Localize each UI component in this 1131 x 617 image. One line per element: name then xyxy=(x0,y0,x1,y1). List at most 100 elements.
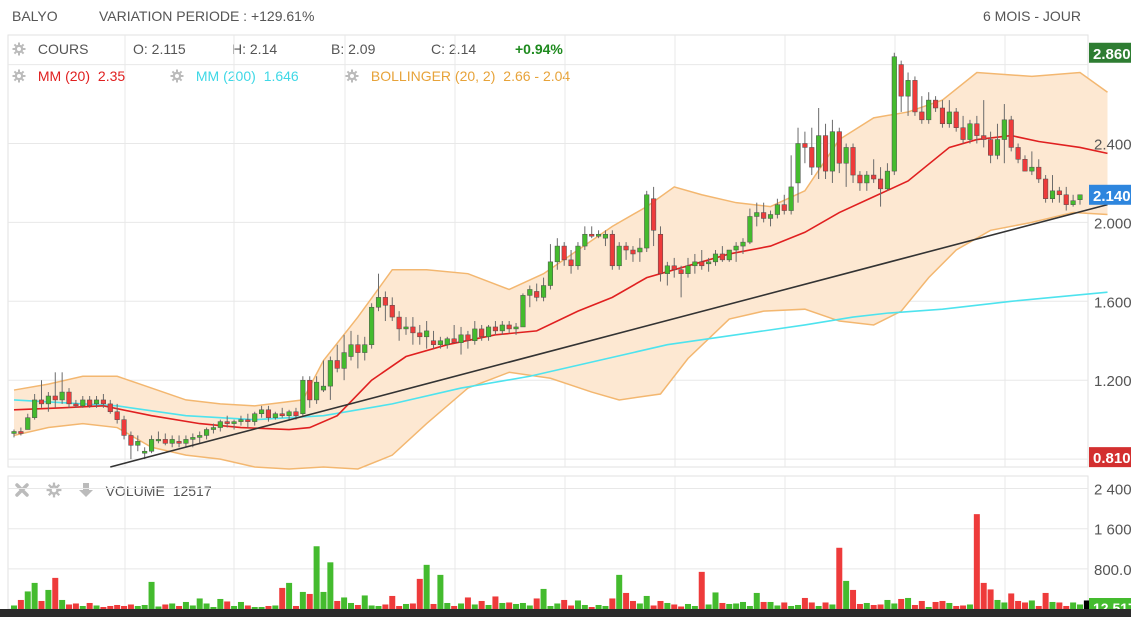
volume-panel[interactable] xyxy=(11,514,1111,609)
volume-bar xyxy=(1015,600,1022,609)
candle-body xyxy=(582,233,588,247)
candle-body xyxy=(740,241,746,247)
volume-bar xyxy=(354,604,361,609)
candle-body xyxy=(190,437,196,440)
volume-bar xyxy=(801,597,808,609)
volume-bar xyxy=(513,603,520,609)
candle-body xyxy=(25,417,31,430)
candle-body xyxy=(747,216,753,243)
volume-bar xyxy=(203,603,210,609)
candle-body xyxy=(637,247,643,253)
volume-bar xyxy=(1042,592,1049,609)
price-panel[interactable] xyxy=(11,52,1108,470)
volume-bar xyxy=(176,605,183,609)
volume-bar xyxy=(189,605,196,609)
volume-bar xyxy=(478,600,485,609)
mm200-value: 1.646 xyxy=(263,68,299,84)
close-panel-icon[interactable] xyxy=(14,482,29,497)
volume-bar xyxy=(925,606,932,609)
volume-bar xyxy=(808,602,815,609)
candle-body xyxy=(692,261,698,267)
candle-body xyxy=(623,245,629,251)
candle-body xyxy=(1049,190,1056,199)
price-tag-label: 0.810 xyxy=(1093,450,1131,467)
volume-bar xyxy=(829,604,836,609)
volume-bar xyxy=(52,577,59,609)
volume-bar xyxy=(368,605,375,609)
bollinger-lower-line xyxy=(13,211,1108,470)
candle-body xyxy=(430,340,437,345)
volume-bar xyxy=(389,595,396,609)
volume-tick-label: 2 400 xyxy=(1094,482,1131,499)
candle-body xyxy=(265,409,272,418)
volume-bar xyxy=(911,604,918,609)
mm200-line xyxy=(13,291,1108,421)
volume-bar xyxy=(574,600,581,609)
candle-body xyxy=(575,245,581,267)
candle-body xyxy=(926,99,932,121)
cours-settings-gear-icon[interactable] xyxy=(12,42,26,56)
candle-body xyxy=(272,413,278,418)
candle-body xyxy=(781,204,787,211)
volume-bar xyxy=(1001,602,1008,609)
bollinger-settings-gear-icon[interactable] xyxy=(345,69,359,83)
bottom-scrollbar[interactable] xyxy=(0,609,1131,617)
candle-body xyxy=(238,419,244,422)
volume-bar xyxy=(609,598,616,609)
candle-body xyxy=(1015,147,1021,160)
volume-bar xyxy=(121,605,128,609)
volume-bar xyxy=(547,605,554,609)
volume-bar xyxy=(31,582,38,609)
candle-body xyxy=(568,259,574,267)
volume-bar xyxy=(409,603,416,609)
volume-bar xyxy=(66,604,73,609)
volume-bar xyxy=(870,604,877,609)
volume-bar xyxy=(643,595,650,609)
candle-body xyxy=(362,344,368,353)
volume-bar xyxy=(719,602,726,609)
candle-body xyxy=(974,123,980,136)
volume-bar xyxy=(258,606,265,609)
candle-body xyxy=(485,326,492,338)
candle-body xyxy=(162,439,168,444)
mm200-settings-gear-icon[interactable] xyxy=(170,69,184,83)
candle-body xyxy=(678,269,684,274)
candle-body xyxy=(1029,166,1035,172)
volume-bar xyxy=(251,606,258,609)
volume-bar xyxy=(471,604,478,609)
move-down-arrow-icon[interactable] xyxy=(78,482,93,497)
candle-body xyxy=(816,135,822,168)
volume-bar xyxy=(416,578,423,609)
candle-body xyxy=(18,431,24,434)
volume-bar xyxy=(726,603,733,609)
volume-bar xyxy=(492,596,499,609)
volume-bar xyxy=(155,606,162,609)
candle-body xyxy=(355,344,361,353)
volume-bar xyxy=(891,603,898,609)
volume-bar xyxy=(231,605,238,609)
candle-body xyxy=(100,399,106,405)
candle-body xyxy=(45,395,51,405)
candle-body xyxy=(788,186,794,211)
volume-bar xyxy=(265,605,272,609)
candle-body xyxy=(155,439,161,442)
candle-body xyxy=(919,111,925,121)
volume-bar xyxy=(134,605,141,609)
volume-bar xyxy=(237,601,244,609)
candle-body xyxy=(953,111,959,128)
candle-body xyxy=(121,419,127,436)
volume-bar xyxy=(141,604,148,609)
mm20-settings-gear-icon[interactable] xyxy=(12,69,26,83)
volume-bar xyxy=(980,582,987,609)
volume-bar xyxy=(341,597,348,609)
volume-bar xyxy=(1056,602,1063,609)
bollinger-band-fill xyxy=(14,72,1108,469)
period-selector[interactable]: 6 MOIS - JOUR xyxy=(983,8,1082,24)
candle-body xyxy=(135,441,141,446)
candle-body xyxy=(204,429,210,436)
volume-bar xyxy=(953,605,960,609)
candle-body xyxy=(767,214,774,219)
volume-bar xyxy=(691,605,698,609)
candle-body xyxy=(602,233,609,239)
